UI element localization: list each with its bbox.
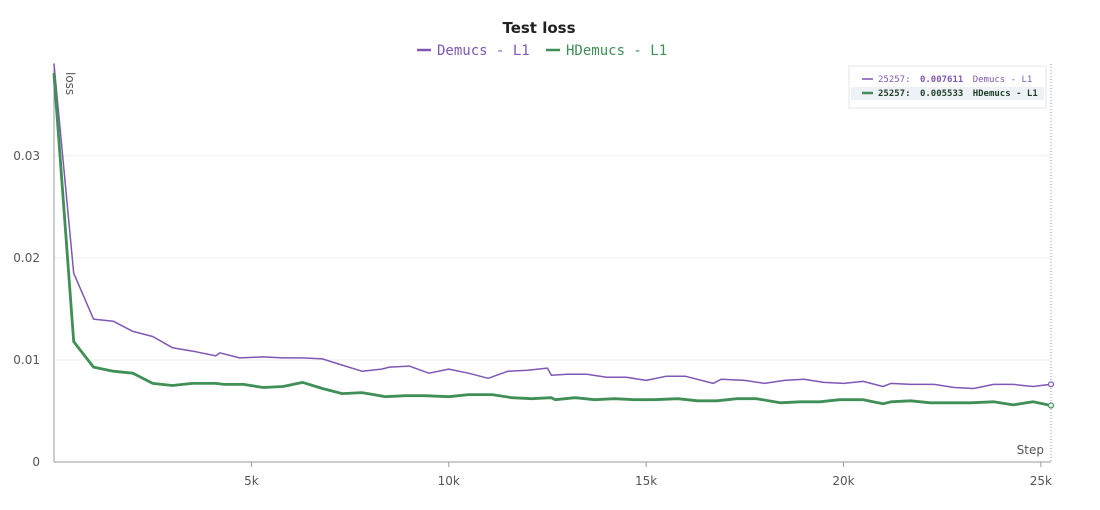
tooltip: 25257: 0.007611 Demucs - L1 25257: 0.005… <box>848 65 1047 109</box>
x-tick-label: 10k <box>438 474 460 488</box>
y-tick-label: 0.01 <box>13 353 40 367</box>
y-axis-label: loss <box>63 72 77 95</box>
x-tick-label: 15k <box>635 474 657 488</box>
legend-label-demucs[interactable]: Demucs - L1 <box>437 43 530 59</box>
y-tick-label: 0 <box>32 455 40 469</box>
tooltip-entry-hdemucs: 25257: 0.005533 HDemucs - L1 <box>878 89 1038 99</box>
series-end-marker-demucs <box>1047 381 1055 388</box>
tooltip-highlight-row <box>851 87 1044 100</box>
y-tick-label: 0.03 <box>13 149 40 163</box>
legend-label-hdemucs[interactable]: HDemucs - L1 <box>566 43 667 59</box>
legend: Demucs - L1 HDemucs - L1 <box>417 43 667 59</box>
x-axis-label: Step <box>1017 443 1044 457</box>
x-tick-label: 5k <box>244 474 259 488</box>
grid <box>53 64 1051 463</box>
series-line-demucs[interactable] <box>53 63 1052 390</box>
x-tick-label: 20k <box>832 474 854 488</box>
y-tick-label: 0.02 <box>13 251 40 265</box>
axis-ticks: 0 0.01 0.02 0.03 5k 10k 15k 20k 25k <box>13 149 1052 488</box>
tooltip-entry-demucs: 25257: 0.007611 Demucs - L1 <box>878 75 1032 85</box>
series-layer <box>52 63 1055 409</box>
chart-title: Test loss <box>502 19 575 37</box>
x-tick-label: 25k <box>1030 474 1052 488</box>
series-line-hdemucs[interactable] <box>52 72 1053 407</box>
